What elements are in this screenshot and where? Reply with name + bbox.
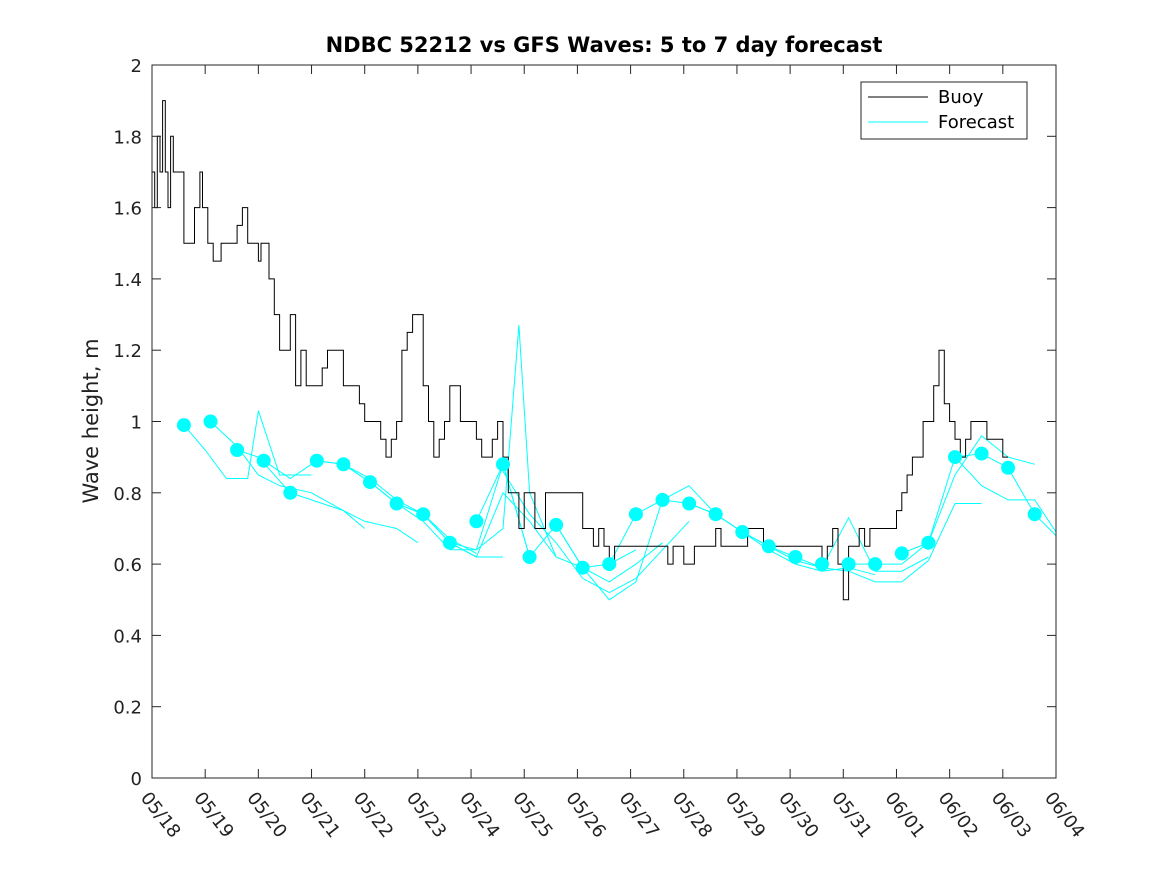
forecast-point-17: [628, 507, 643, 522]
forecast-point-28: [921, 535, 936, 550]
forecast-point-19: [682, 496, 697, 511]
forecast-point-4: [283, 485, 298, 500]
chart-title: NDBC 52212 vs GFS Waves: 5 to 7 day fore…: [326, 33, 883, 57]
y-tick-label-5: 1: [131, 413, 142, 434]
forecast-point-14: [549, 517, 564, 532]
forecast-point-8: [389, 496, 404, 511]
y-tick-label-2: 0.4: [113, 626, 142, 647]
legend-box: [860, 81, 1028, 140]
forecast-point-20: [708, 507, 723, 522]
forecast-run-line-0: [183, 410, 312, 479]
forecast-point-25: [841, 557, 856, 572]
forecast-point-32: [1027, 507, 1042, 522]
forecast-point-3: [256, 453, 271, 468]
forecast-point-6: [336, 457, 351, 472]
y-tick-label-10: 2: [131, 56, 142, 77]
forecast-point-24: [815, 557, 829, 572]
series-layer: [152, 100, 1057, 601]
y-tick-label-0: 0: [131, 769, 142, 790]
forecast-point-29: [948, 450, 962, 465]
forecast-run-line-9: [502, 471, 690, 594]
y-tick-label-9: 1.8: [113, 127, 142, 148]
forecast-point-10: [442, 535, 457, 550]
forecast-point-18: [655, 492, 670, 507]
y-tick-label-7: 1.4: [113, 270, 142, 291]
forecast-point-15: [575, 560, 590, 575]
buoy-line: [152, 100, 1009, 601]
forecast-point-12: [496, 457, 510, 472]
forecast-point-22: [761, 539, 776, 554]
y-tick-label-4: 0.8: [113, 484, 142, 505]
forecast-point-11: [469, 514, 484, 529]
forecast-point-13: [522, 550, 537, 564]
forecast-point-27: [894, 546, 909, 561]
legend: Buoy Forecast: [860, 81, 1028, 140]
forecast-point-26: [868, 557, 883, 572]
y-axis-label: Wave height, m: [79, 338, 103, 503]
forecast-point-2: [230, 443, 245, 457]
forecast-point-9: [416, 507, 431, 522]
legend-buoy-label: Buoy: [938, 87, 984, 108]
forecast-point-31: [1001, 460, 1016, 475]
forecast-point-30: [974, 446, 989, 461]
forecast-point-16: [602, 557, 617, 572]
forecast-point-21: [735, 525, 750, 539]
y-tick-label-1: 0.2: [113, 698, 142, 719]
forecast-point-0: [176, 418, 191, 433]
forecast-point-5: [309, 453, 324, 468]
y-tick-label-3: 0.6: [113, 555, 142, 576]
forecast-point-7: [363, 475, 377, 490]
y-tick-label-8: 1.6: [113, 199, 142, 220]
y-tick-label-6: 1.2: [113, 341, 142, 362]
legend-forecast-label: Forecast: [938, 112, 1014, 133]
forecast-point-1: [203, 414, 218, 429]
forecast-run-line-17: [954, 456, 1057, 533]
forecast-point-23: [788, 550, 803, 564]
forecast-run-line-6: [396, 325, 557, 558]
plot-area: [152, 65, 1056, 778]
